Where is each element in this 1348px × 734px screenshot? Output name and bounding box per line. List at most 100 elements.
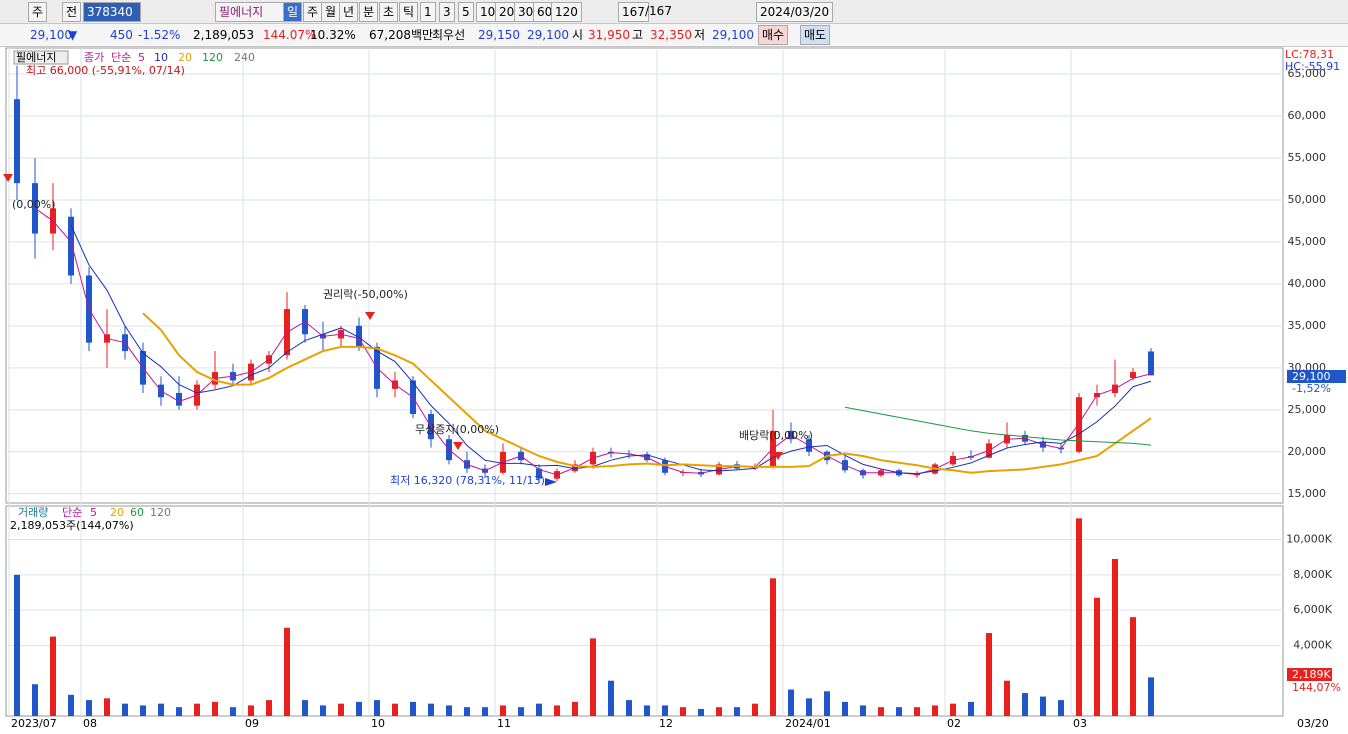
low-label: 최저 16,320 (78,31%, 11/13) [390, 474, 545, 487]
toolbar-item[interactable]: /167 [645, 4, 672, 18]
stock-name-box [13, 50, 69, 65]
candle-body [1130, 372, 1136, 378]
order-button[interactable]: 매도 [800, 25, 831, 45]
low-arrow [545, 478, 557, 486]
volume-legend: 60 [130, 506, 144, 519]
volume-legend: 20 [110, 506, 124, 519]
candle-body [356, 325, 362, 347]
volume-bar [788, 689, 794, 716]
legend-entry: 20 [178, 51, 192, 64]
volume-legend: 5 [90, 506, 97, 519]
volume-bar [716, 707, 722, 716]
volume-legend: 단순 [62, 506, 82, 519]
volume-bar [662, 705, 668, 716]
quote-item: 67,208백만 [369, 28, 434, 42]
volume-bar [770, 578, 776, 716]
volume-bar [14, 574, 20, 716]
volume-bar [500, 705, 506, 716]
volume-bar [842, 701, 848, 716]
toolbar-item[interactable]: 120 [551, 2, 582, 22]
quote-item: -1.52% [138, 28, 181, 42]
y-tick-label: 20,000 [1288, 445, 1327, 458]
y-tick-label: 50,000 [1288, 193, 1327, 206]
y-tick-label: 6,000K [1293, 603, 1332, 616]
x-tick-label: 02 [947, 717, 961, 730]
toolbar-item[interactable]: 틱 [399, 2, 419, 22]
toolbar-item[interactable]: 30 [514, 2, 538, 22]
y-tick-label: 10,000K [1286, 533, 1332, 546]
toolbar-item[interactable]: 3 [439, 2, 455, 22]
volume-bar [860, 705, 866, 716]
volume-bar [1058, 700, 1064, 716]
quote-item: 시 [572, 28, 584, 42]
annotation: 무상증자(0,00%) [415, 423, 499, 436]
volume-bar [50, 636, 56, 716]
volume-bar [1130, 617, 1136, 716]
toolbar-item[interactable]: 5 [458, 2, 474, 22]
toolbar-item[interactable]: 20 [495, 2, 519, 22]
volume-bar [680, 707, 686, 716]
toolbar-item[interactable]: 분 [359, 2, 379, 22]
quote-item: 29,100 [527, 28, 569, 42]
quote-item: 최우선 [432, 28, 466, 42]
toolbar-item[interactable]: 주 [28, 2, 48, 22]
volume-bar [140, 705, 146, 716]
toolbar-item[interactable]: 378340 [83, 2, 141, 22]
y-tick-label: 8,000K [1293, 568, 1332, 581]
volume-bar [374, 700, 380, 716]
annotation-arrow [773, 452, 783, 460]
volume-bar [122, 703, 128, 716]
volume-bar [968, 701, 974, 716]
toolbar-item[interactable]: 2024/03/20 [756, 2, 834, 22]
toolbar-item[interactable]: 10 [476, 2, 500, 22]
quote-item: 29,150 [478, 28, 520, 42]
annotation: 배당락(0,00%) [739, 429, 813, 442]
x-tick-label: 03 [1073, 717, 1087, 730]
toolbar-item[interactable]: 1 [420, 2, 436, 22]
toolbar-item[interactable]: 전 [62, 2, 82, 22]
ma-line [70, 224, 1152, 475]
volume-bar [248, 705, 254, 716]
quote-item: 고 [632, 28, 644, 42]
volume-bar [572, 701, 578, 716]
x-tick-label: 11 [497, 717, 511, 730]
candle-body [1076, 397, 1082, 452]
toolbar-item[interactable]: 주 [303, 2, 323, 22]
volume-bar [824, 691, 830, 716]
volume-bar [356, 701, 362, 716]
toolbar-item[interactable]: 년 [339, 2, 359, 22]
quote-item: 144.07% [263, 28, 317, 42]
volume-bar [950, 703, 956, 716]
quote-item: 450 [110, 28, 133, 42]
candle-body [536, 468, 542, 479]
quote-item: 저 [694, 28, 706, 42]
legend-entry: 120 [202, 51, 223, 64]
volume-panel [5, 505, 1284, 717]
toolbar-item[interactable]: 월 [321, 2, 341, 22]
volume-bar [230, 707, 236, 716]
volume-bar [158, 703, 164, 716]
order-button[interactable]: 매수 [758, 25, 789, 45]
toolbar-item[interactable]: 167 [618, 2, 649, 22]
toolbar-item[interactable]: 일 [283, 2, 303, 22]
ma-line [844, 406, 1152, 446]
toolbar-item[interactable]: 60 [533, 2, 557, 22]
volume-bar [464, 707, 470, 716]
toolbar-item[interactable]: 필에너지 [215, 2, 285, 22]
y-tick-label: 40,000 [1288, 277, 1327, 290]
legend-label: 종가 [84, 51, 104, 64]
volume-bar [986, 633, 992, 716]
candle-body [1148, 351, 1154, 376]
quote-item: 29,100 [712, 28, 754, 42]
volume-bar [392, 703, 398, 716]
volume-bar [446, 705, 452, 716]
toolbar-item[interactable]: 초 [379, 2, 399, 22]
volume-title: 거래량 [18, 506, 48, 519]
volume-bar [68, 694, 74, 716]
volume-ratio: 144,07% [1292, 681, 1341, 694]
volume-bar [878, 707, 884, 716]
ma-line [142, 312, 1152, 474]
volume-bar [608, 680, 614, 716]
